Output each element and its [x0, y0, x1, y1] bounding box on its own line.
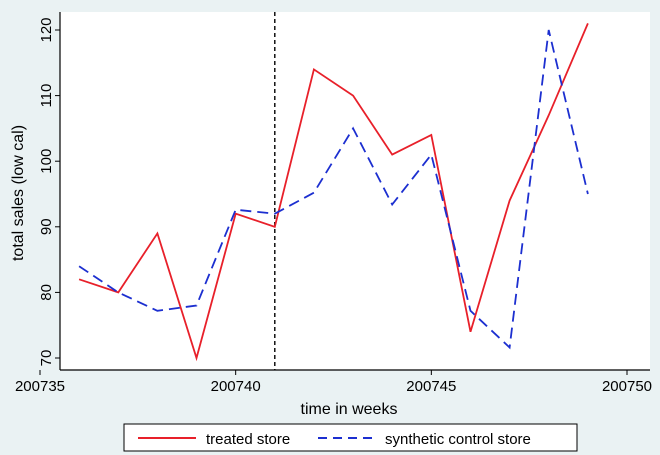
- plot-area: [60, 12, 650, 370]
- y-tick-label: 70: [38, 350, 55, 367]
- y-tick-label: 110: [38, 84, 55, 108]
- legend-label-synthetic-control-store: synthetic control store: [385, 431, 531, 448]
- axes: 70 80 90 100 110 120 200735 200740 200745 200750: [15, 12, 652, 395]
- x-tick-label: 200745: [406, 378, 456, 395]
- x-tick-label: 200735: [15, 378, 65, 395]
- legend: treated store synthetic control store: [123, 423, 578, 452]
- series-line-treated-store: [78, 23, 589, 362]
- y-tick-label: 100: [38, 149, 55, 174]
- legend-label-treated-store: treated store: [206, 431, 290, 448]
- x-tick-label: 200740: [211, 378, 261, 395]
- y-tick-label: 80: [38, 284, 55, 301]
- y-axis-label: total sales (low cal): [10, 125, 27, 261]
- x-tick-label: 200750: [602, 378, 652, 395]
- series-layer: [78, 12, 589, 370]
- x-axis-label: time in weeks: [301, 401, 398, 418]
- y-tick-label: 90: [38, 218, 55, 235]
- y-tick-label: 120: [38, 17, 55, 42]
